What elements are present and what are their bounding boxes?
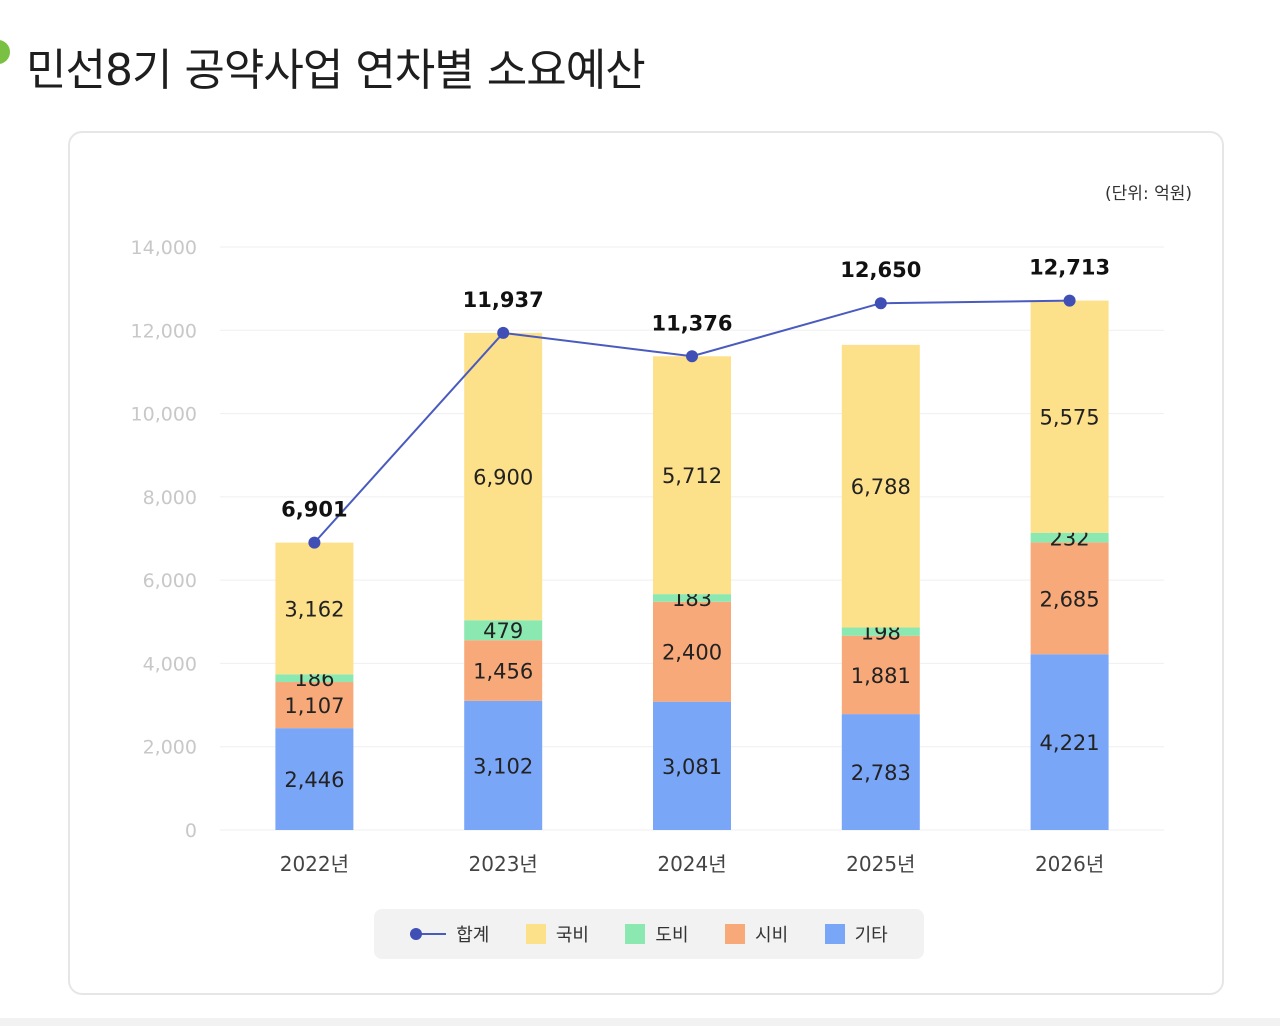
total-point xyxy=(497,326,510,339)
total-point xyxy=(308,536,321,549)
bar-value-label: 3,162 xyxy=(284,597,344,621)
bar-segment xyxy=(841,714,920,830)
bar-segment xyxy=(1030,532,1109,543)
bar-value-label: 2,783 xyxy=(851,761,911,785)
legend-line-marker-icon xyxy=(410,924,447,944)
y-tick-label: 0 xyxy=(185,820,197,842)
legend-label: 시비 xyxy=(755,925,789,946)
total-value-label: 11,376 xyxy=(651,311,732,335)
bar-value-label: 2,685 xyxy=(1040,587,1100,611)
legend-label: 기타 xyxy=(854,925,888,946)
bar-segment xyxy=(653,594,731,602)
bar-segment xyxy=(275,674,354,683)
y-tick-label: 6,000 xyxy=(143,570,197,592)
legend-item-city: 시비 xyxy=(725,921,788,947)
legend-label: 국비 xyxy=(555,925,589,946)
title-bar: 민선8기 공약사업 연차별 소요예산 xyxy=(0,28,1280,98)
y-tick-label: 8,000 xyxy=(143,487,197,509)
y-tick-label: 2,000 xyxy=(143,737,197,759)
bar-segment xyxy=(275,542,354,675)
bar-value-label: 2,400 xyxy=(662,641,722,665)
total-value-label: 12,713 xyxy=(1029,256,1110,280)
bar-segment xyxy=(464,332,543,621)
x-tick-label: 2025년 xyxy=(846,852,915,876)
bar-segment xyxy=(841,627,920,636)
unit-label: (단위: 억원) xyxy=(1105,184,1192,204)
legend-label: 합계 xyxy=(456,925,490,946)
page-bottom-strip xyxy=(0,1018,1280,1026)
bar-segment xyxy=(1030,542,1109,655)
legend-item-other: 기타 xyxy=(824,921,888,947)
bar-segment xyxy=(653,356,731,595)
bar-value-label: 3,081 xyxy=(662,755,722,779)
legend-swatch-icon xyxy=(725,924,746,944)
x-tick-label: 2022년 xyxy=(280,852,349,876)
legend-item-province: 도비 xyxy=(625,921,689,947)
bar-segment xyxy=(464,700,543,830)
y-tick-label: 14,000 xyxy=(131,237,197,259)
bar-segment xyxy=(464,640,543,701)
bar-segment xyxy=(1030,300,1109,533)
y-tick-label: 10,000 xyxy=(131,404,197,426)
page-title: 민선8기 공약사업 연차별 소요예산 xyxy=(26,45,646,96)
x-tick-label: 2026년 xyxy=(1035,852,1104,876)
bar-value-label: 1,881 xyxy=(851,664,911,688)
bar-value-label: 6,788 xyxy=(851,475,911,499)
bar-value-label: 5,712 xyxy=(662,464,722,488)
bar-value-label: 5,575 xyxy=(1040,406,1100,430)
legend-label: 도비 xyxy=(655,925,689,946)
title-bullet-icon xyxy=(0,40,10,64)
total-value-label: 11,937 xyxy=(463,288,544,312)
bar-value-label: 3,102 xyxy=(473,754,533,778)
bar-value-label: 6,900 xyxy=(473,466,533,490)
bar-segment xyxy=(1030,654,1109,830)
stacked-bar-chart: 0 2,000 4,000 6,000 8,000 10,000 12,000 14,000 2… xyxy=(131,237,1164,876)
legend-item-total: 합계 xyxy=(410,921,489,947)
total-point xyxy=(874,297,887,310)
legend-item-national: 국비 xyxy=(525,921,589,947)
bar-segment xyxy=(464,620,543,641)
bar-segment xyxy=(653,701,731,830)
bar-segment xyxy=(653,601,731,702)
chart-card: (단위: 억원) 0 2,000 4,000 6,000 8,000 10,000 12,0… xyxy=(68,131,1224,995)
bar-value-label: 4,221 xyxy=(1040,731,1100,755)
bar-segment xyxy=(841,635,920,715)
y-tick-label: 12,000 xyxy=(131,320,197,342)
bar-value-label: 2,446 xyxy=(284,768,344,792)
bar-segment xyxy=(841,344,920,628)
total-point xyxy=(686,350,698,363)
total-value-label: 6,901 xyxy=(281,498,347,522)
x-tick-label: 2024년 xyxy=(657,852,726,876)
bar-segment xyxy=(275,728,354,830)
total-value-label: 12,650 xyxy=(840,258,921,282)
legend-swatch-icon xyxy=(824,924,845,944)
x-tick-label: 2023년 xyxy=(469,852,538,876)
bar-segment xyxy=(275,682,354,729)
y-tick-label: 4,000 xyxy=(143,653,197,675)
bar-value-label: 1,456 xyxy=(473,660,533,684)
legend-swatch-icon xyxy=(625,924,646,944)
total-point xyxy=(1063,294,1076,307)
bar-value-label: 479 xyxy=(483,619,523,643)
bar-value-label: 1,107 xyxy=(284,694,344,718)
legend-swatch-icon xyxy=(525,924,546,944)
chart-legend: 합계 국비 도비 시비 기타 xyxy=(374,909,924,959)
